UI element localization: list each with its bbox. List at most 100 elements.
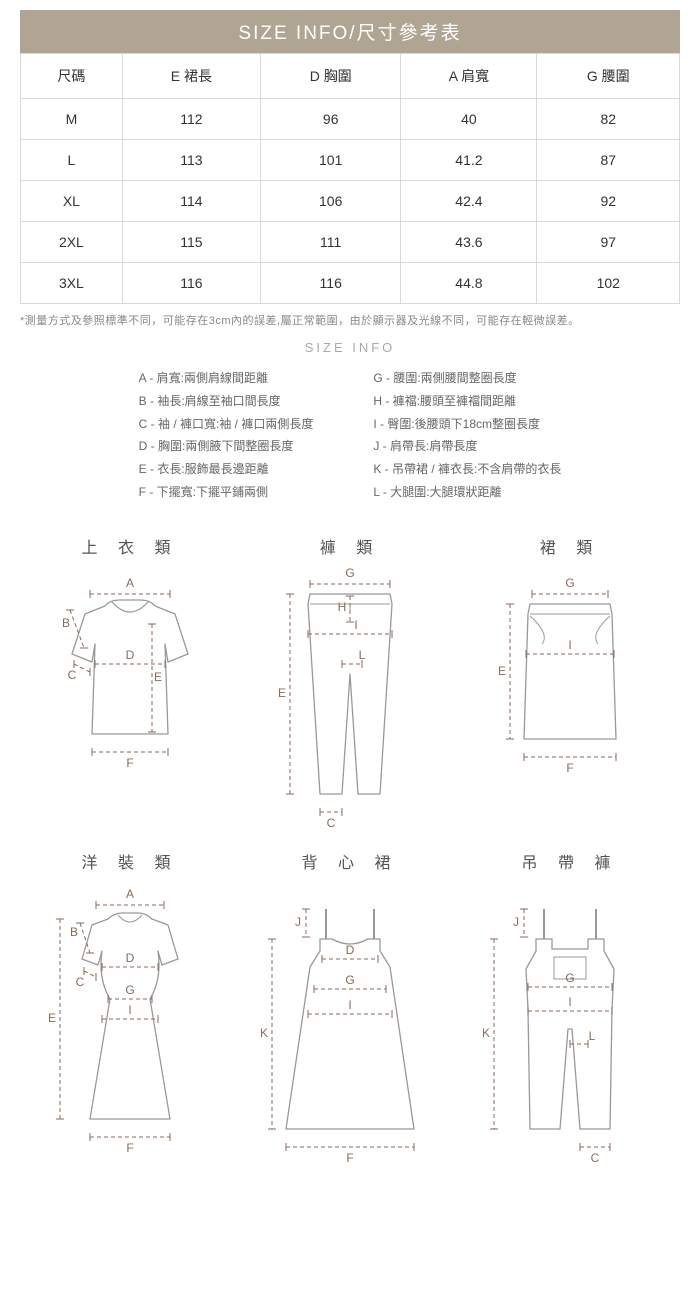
svg-text:B: B	[62, 616, 70, 630]
garment-overalls: 吊 帶 褲 J GI L K C	[470, 849, 670, 1174]
legend-item: F - 下擺寬:下擺平鋪兩側	[139, 481, 314, 504]
table-header-cell: 尺碼	[21, 54, 123, 99]
svg-text:C: C	[76, 975, 85, 989]
table-row: 3XL11611644.8102	[21, 263, 680, 304]
table-cell: 96	[261, 99, 401, 140]
title-bar: SIZE INFO/尺寸參考表	[20, 10, 680, 53]
svg-text:D: D	[126, 648, 135, 662]
garment-camisole: 背 心 裙 J D GI K F	[250, 849, 450, 1174]
garment-diagram: J D GI K F	[250, 879, 450, 1174]
svg-text:L: L	[589, 1029, 596, 1043]
table-cell: 101	[261, 140, 401, 181]
garment-title: 背 心 裙	[302, 849, 399, 873]
svg-text:K: K	[260, 1026, 268, 1040]
table-cell: 87	[537, 140, 680, 181]
table-header-cell: E 裙長	[122, 54, 260, 99]
size-table: 尺碼E 裙長D 胸圍A 肩寬G 腰圍 M112964082L11310141.2…	[20, 53, 680, 304]
svg-text:F: F	[566, 761, 573, 775]
legend-left: A - 肩寬:兩側肩線間距離B - 袖長:肩線至袖口間長度C - 袖 / 褲口寬…	[139, 367, 314, 504]
svg-text:I: I	[568, 995, 571, 1009]
table-cell: 113	[122, 140, 260, 181]
table-cell: 44.8	[401, 263, 537, 304]
table-cell: 112	[122, 99, 260, 140]
table-row: 2XL11511143.697	[21, 222, 680, 263]
svg-text:F: F	[346, 1151, 353, 1165]
garment-diagram: J GI L K C	[470, 879, 670, 1174]
garment-dress: 洋 裝 類ABDCGIEF	[30, 849, 230, 1174]
svg-text:J: J	[295, 915, 301, 929]
table-cell: XL	[21, 181, 123, 222]
svg-text:J: J	[513, 915, 519, 929]
table-cell: 43.6	[401, 222, 537, 263]
footnote: *測量方式及參照標準不同，可能存在3cm內的誤差,屬正常範圍，由於顯示器及光線不…	[20, 312, 680, 328]
legend-item: A - 肩寬:兩側肩線間距離	[139, 367, 314, 390]
table-header-cell: A 肩寬	[401, 54, 537, 99]
legend-item: E - 衣長:服飾最長邊距離	[139, 458, 314, 481]
table-cell: 106	[261, 181, 401, 222]
garment-pants: 褲 類 G HI L E C	[250, 534, 450, 839]
svg-text:L: L	[359, 648, 366, 662]
svg-text:G: G	[565, 576, 574, 590]
table-row: XL11410642.492	[21, 181, 680, 222]
svg-text:F: F	[126, 1141, 133, 1155]
legend-item: K - 吊帶裙 / 褲衣長:不含肩帶的衣長	[373, 458, 561, 481]
svg-text:E: E	[48, 1011, 56, 1025]
legend-item: L - 大腿圍:大腿環狀距離	[373, 481, 561, 504]
svg-text:H: H	[338, 600, 347, 614]
section-label: SIZE INFO	[20, 340, 680, 355]
garment-title: 吊 帶 褲	[522, 849, 619, 873]
svg-text:E: E	[278, 686, 286, 700]
garment-diagram: G HI L E C	[250, 564, 450, 839]
legend-item: B - 袖長:肩線至袖口間長度	[139, 390, 314, 413]
table-cell: 97	[537, 222, 680, 263]
garment-diagram: ABDCEF	[30, 564, 230, 784]
table-cell: 92	[537, 181, 680, 222]
svg-text:F: F	[126, 756, 133, 770]
garment-diagram: ABDCGIEF	[30, 879, 230, 1169]
svg-text:C: C	[591, 1151, 600, 1165]
table-cell: 42.4	[401, 181, 537, 222]
table-cell: 102	[537, 263, 680, 304]
garment-diagram: GIEF	[470, 564, 670, 784]
garment-title: 上 衣 類	[82, 534, 179, 558]
svg-text:I: I	[568, 638, 571, 652]
svg-text:D: D	[126, 951, 135, 965]
table-cell: 3XL	[21, 263, 123, 304]
table-row: M112964082	[21, 99, 680, 140]
svg-text:G: G	[345, 566, 354, 580]
garment-title: 洋 裝 類	[82, 849, 179, 873]
legend-item: H - 褲襠:腰頭至褲襠間距離	[373, 390, 561, 413]
table-cell: 115	[122, 222, 260, 263]
table-row: L11310141.287	[21, 140, 680, 181]
table-header-cell: D 胸圍	[261, 54, 401, 99]
table-header-cell: G 腰圍	[537, 54, 680, 99]
table-cell: 114	[122, 181, 260, 222]
svg-text:C: C	[327, 816, 336, 830]
garments-grid: 上 衣 類ABDCEF褲 類GHILEC裙 類GIEF 洋 裝 類ABDCGIE…	[20, 534, 680, 1174]
table-cell: L	[21, 140, 123, 181]
garment-title: 褲 類	[320, 534, 380, 558]
svg-text:G: G	[345, 973, 354, 987]
table-cell: 111	[261, 222, 401, 263]
svg-text:I: I	[354, 618, 357, 632]
svg-text:I: I	[348, 998, 351, 1012]
table-cell: 41.2	[401, 140, 537, 181]
table-cell: 82	[537, 99, 680, 140]
svg-text:G: G	[125, 983, 134, 997]
svg-text:G: G	[565, 971, 574, 985]
svg-text:E: E	[154, 670, 162, 684]
svg-text:B: B	[70, 925, 78, 939]
legend-item: D - 胸圍:兩側腋下間整圈長度	[139, 435, 314, 458]
garment-skirt: 裙 類GIEF	[470, 534, 670, 839]
table-cell: 2XL	[21, 222, 123, 263]
table-cell: M	[21, 99, 123, 140]
table-cell: 40	[401, 99, 537, 140]
legend: A - 肩寬:兩側肩線間距離B - 袖長:肩線至袖口間長度C - 袖 / 褲口寬…	[20, 367, 680, 504]
svg-text:K: K	[482, 1026, 490, 1040]
svg-text:D: D	[346, 943, 355, 957]
legend-item: J - 肩帶長:肩帶長度	[373, 435, 561, 458]
garment-title: 裙 類	[540, 534, 600, 558]
svg-text:A: A	[126, 576, 134, 590]
table-cell: 116	[122, 263, 260, 304]
svg-text:I: I	[128, 1003, 131, 1017]
